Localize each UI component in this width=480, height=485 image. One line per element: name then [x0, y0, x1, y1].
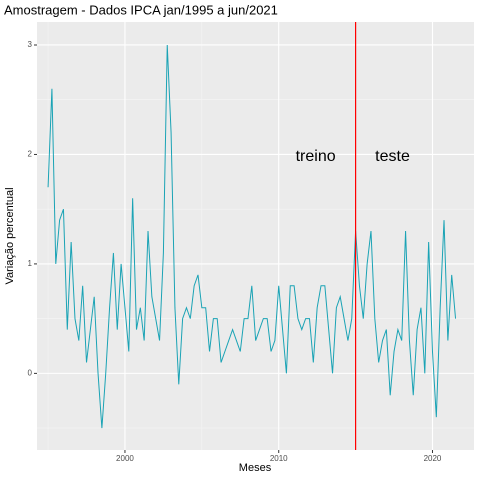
annotation: treino	[296, 148, 336, 165]
y-axis-label: Variação percentual	[4, 187, 16, 284]
plot-panel	[37, 22, 474, 450]
x-tick-label: 2020	[424, 454, 442, 463]
x-tick-label: 2010	[270, 454, 288, 463]
annotation: teste	[375, 148, 410, 165]
chart-title: Amostragem - Dados IPCA jan/1995 a jun/2…	[4, 2, 278, 17]
y-tick-label: 0	[28, 368, 33, 377]
y-tick-label: 2	[28, 150, 33, 159]
x-axis-label: Meses	[239, 462, 272, 474]
y-tick-label: 1	[28, 259, 33, 268]
data-line	[47, 44, 457, 429]
y-tick-label: 3	[28, 40, 33, 49]
x-tick-label: 2000	[116, 454, 134, 463]
